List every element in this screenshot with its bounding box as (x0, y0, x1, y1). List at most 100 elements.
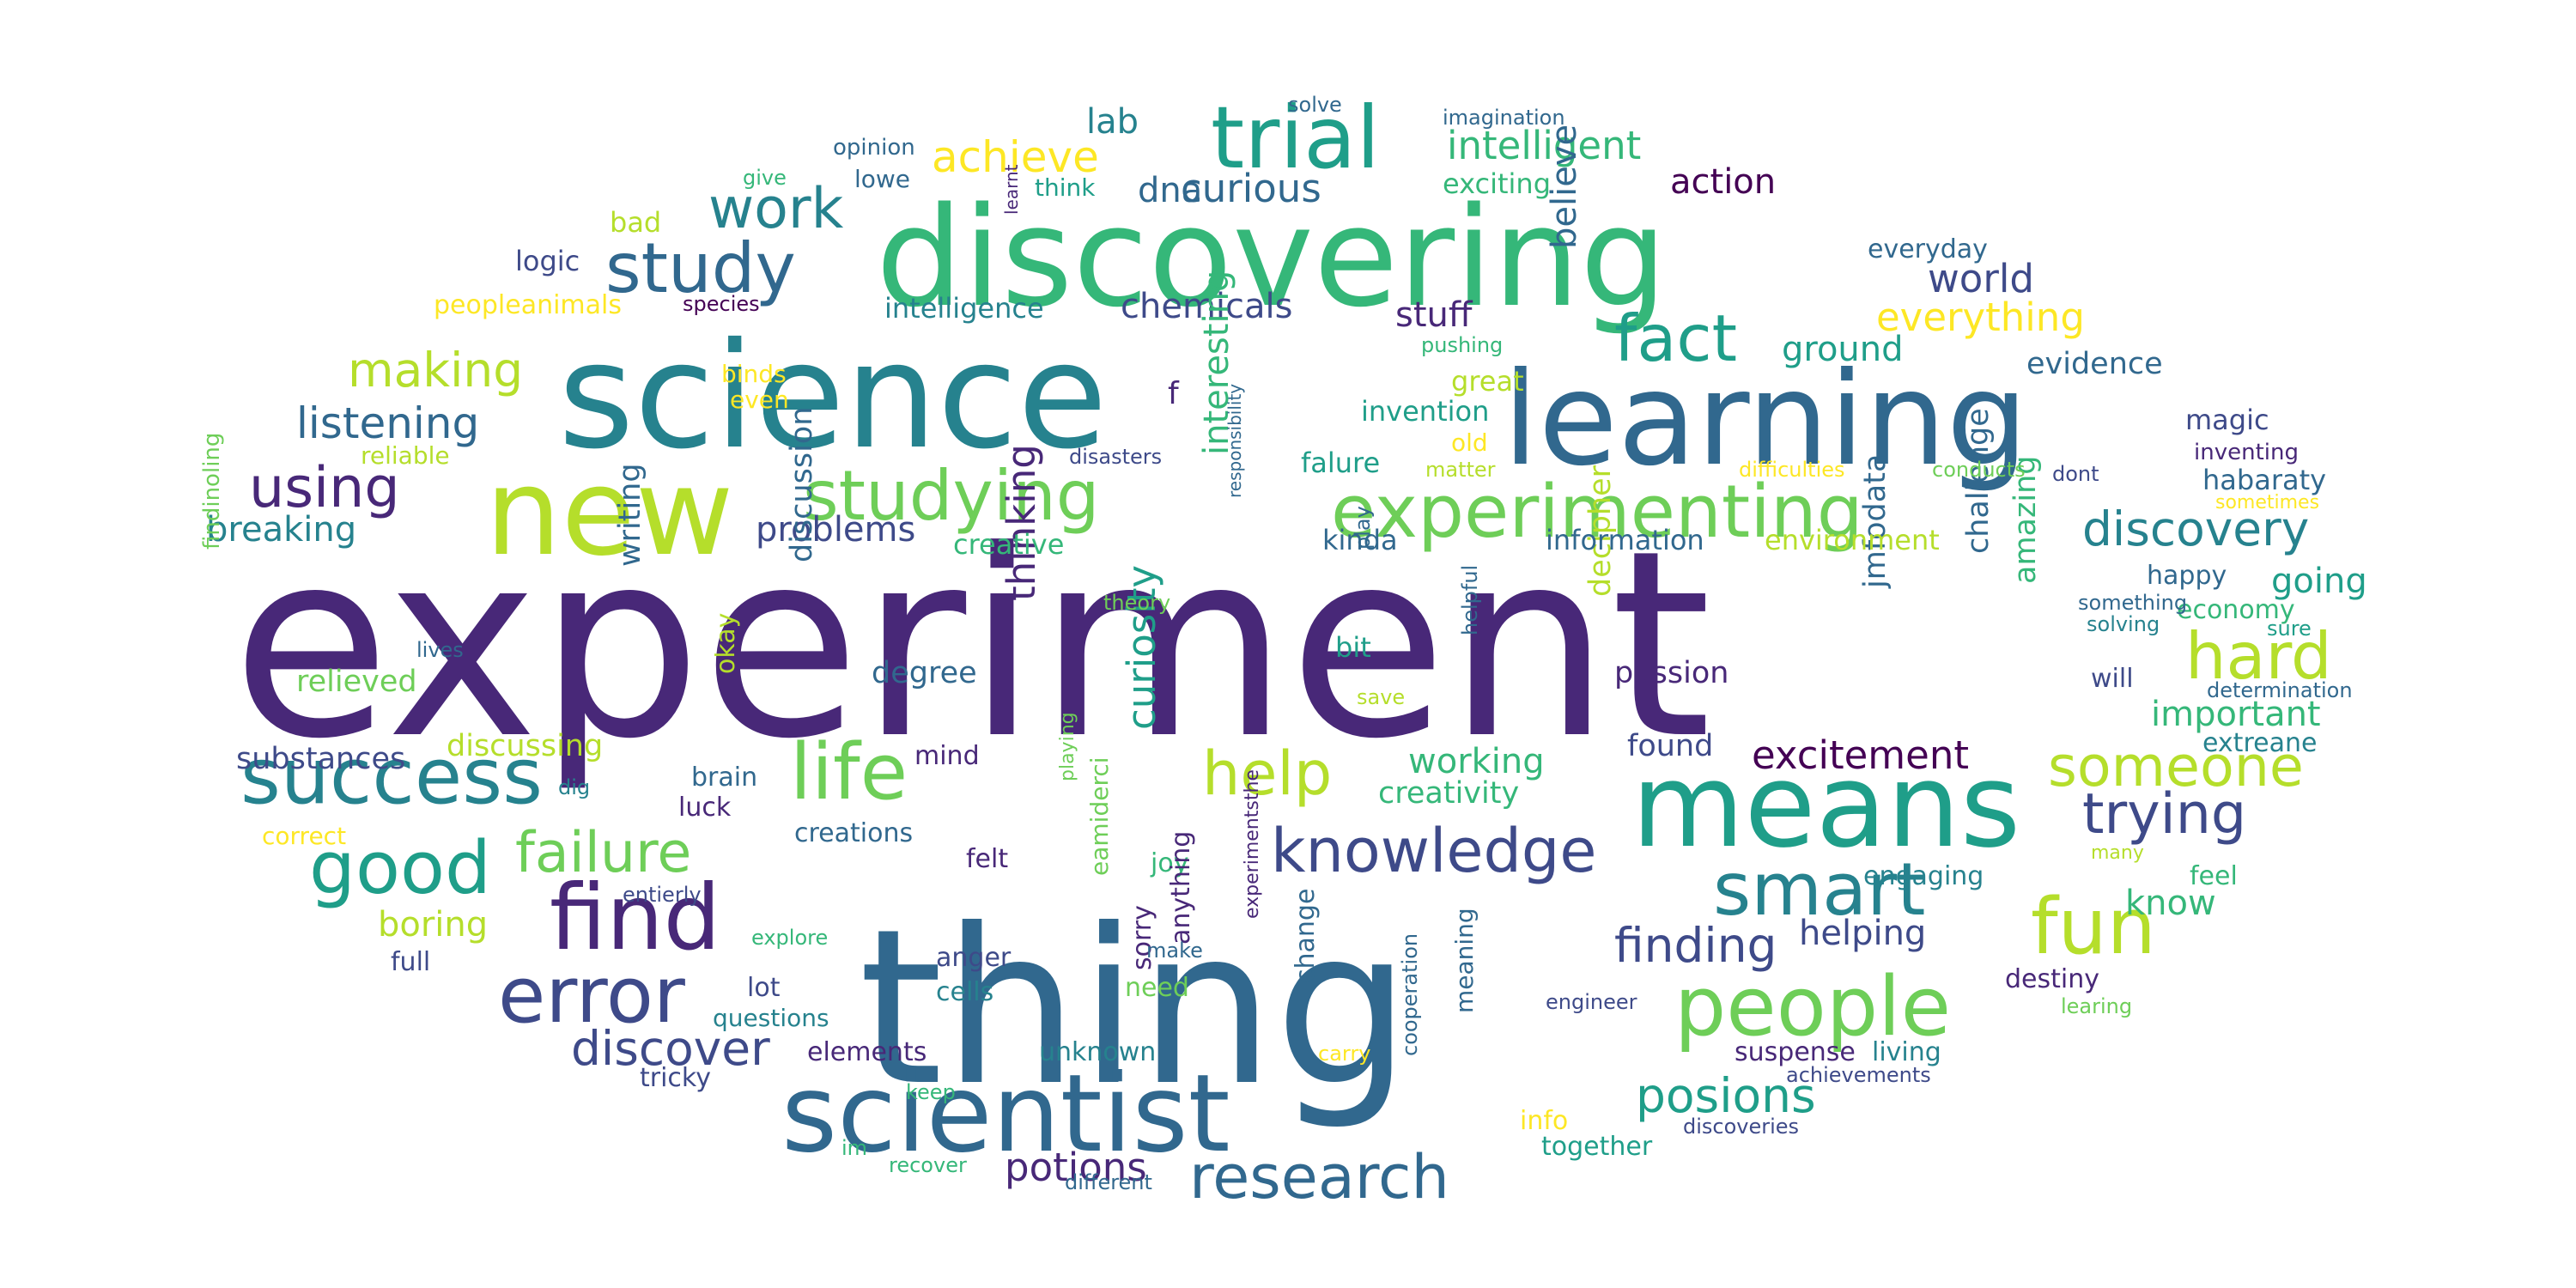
word-experimenting: experimenting (1331, 470, 1863, 555)
word-success: success (240, 732, 543, 822)
word-solve: solve (1288, 93, 1342, 117)
word-feel: feel (2190, 861, 2238, 891)
word-reliable: reliable (361, 441, 450, 470)
word-boring: boring (378, 905, 488, 945)
word-smart: smart (1713, 848, 1925, 933)
word-someone: someone (2048, 735, 2304, 799)
word-work: work (708, 177, 844, 241)
word-achievements: achievements (1786, 1063, 1931, 1087)
word-error: error (498, 951, 685, 1041)
word-creative: creative (953, 528, 1064, 561)
word-everything: everything (1876, 295, 2085, 340)
word-stuff: stuff (1395, 295, 1473, 335)
word-logic: logic (515, 245, 580, 277)
word-engineer: engineer (1546, 990, 1637, 1014)
word-believe: believe (1545, 125, 1584, 249)
word-happy: happy (2147, 561, 2227, 591)
word-people: people (1674, 960, 1951, 1054)
word-together: together (1541, 1132, 1653, 1162)
word-destiny: destiny (2005, 964, 2099, 994)
word-fun: fun (2031, 882, 2156, 972)
word-invention: invention (1361, 395, 1489, 428)
word-important: important (2151, 695, 2321, 734)
word-creativity: creativity (1378, 776, 1519, 811)
word-engaging: engaging (1863, 861, 1984, 891)
word-felt: felt (966, 844, 1008, 874)
word-keep: keep (906, 1080, 956, 1104)
word-suspense: suspense (1735, 1037, 1856, 1067)
word-extreane: extreane (2202, 728, 2317, 758)
word-disasters: disasters (1069, 445, 1162, 469)
word-help: help (1202, 738, 1332, 809)
word-intelligence: intelligence (884, 292, 1044, 325)
word-substances: substances (236, 742, 405, 776)
word-solving: solving (2087, 612, 2160, 636)
word-creations: creations (794, 818, 913, 848)
word-cooperation: cooperation (1398, 933, 1422, 1056)
word-thing: thing (859, 883, 1411, 1133)
word-different: different (1065, 1170, 1152, 1194)
word-decipher: decipher (1583, 465, 1618, 597)
word-anger: anger (936, 943, 1012, 973)
word-binds: binds (721, 360, 787, 388)
word-tricky: tricky (640, 1063, 711, 1093)
word-give: give (743, 166, 787, 190)
word-discussion: discussion (785, 407, 819, 562)
word-great: great (1451, 365, 1524, 398)
word-discovery: discovery (2082, 501, 2309, 556)
word-old: old (1451, 428, 1488, 457)
word-theory: theory (1103, 591, 1170, 615)
word-studying: studying (803, 456, 1100, 536)
word-full: full (391, 947, 430, 977)
word-sorry: sorry (1127, 905, 1157, 970)
word-save: save (1357, 685, 1405, 709)
word-information: information (1546, 524, 1704, 556)
word-think: think (1035, 173, 1096, 202)
word-sometimes: sometimes (2215, 492, 2319, 513)
word-im: im (841, 1136, 867, 1160)
word-f: f (1168, 376, 1180, 411)
word-cells: cells (936, 977, 993, 1007)
word-brain: brain (691, 762, 757, 793)
word-even: even (730, 386, 789, 414)
word-joy: joy (1150, 848, 1188, 878)
word-pushing: pushing (1421, 333, 1503, 357)
word-info: info (1520, 1106, 1568, 1136)
word-something: something (2078, 591, 2187, 615)
word-achieve: achieve (932, 132, 1099, 182)
word-determination: determination (2207, 678, 2353, 702)
word-discovering: discovering (876, 177, 1668, 337)
word-dig: dig (558, 775, 590, 799)
word-chemicals: chemicals (1121, 287, 1293, 326)
word-interesting: interesting (1197, 270, 1236, 455)
word-make: make (1146, 939, 1203, 963)
word-learning: learning (1503, 345, 2028, 495)
word-playing: playing (1057, 712, 1078, 781)
word-study: study (605, 228, 796, 308)
word-findinoling: findinoling (199, 433, 225, 550)
word-know: know (2125, 884, 2216, 923)
word-explore: explore (751, 926, 828, 950)
word-lowe: lowe (854, 165, 910, 193)
word-kinda: kinda (1322, 524, 1398, 556)
word-new: new (485, 443, 733, 583)
word-learnt: learnt (1001, 164, 1022, 215)
word-scientist: scientist (781, 1052, 1230, 1176)
word-bit: bit (1335, 631, 1371, 664)
word-using: using (249, 456, 400, 520)
word-amazing: amazing (2008, 456, 2043, 585)
word-discover: discover (571, 1021, 770, 1076)
word-recover: recover (889, 1153, 967, 1177)
word-discoveries: discoveries (1683, 1115, 1799, 1139)
word-peopleanimals: peopleanimals (434, 290, 622, 320)
word-okay: okay (711, 613, 741, 674)
word-knowledge: knowledge (1271, 816, 1596, 886)
word-trying: trying (2082, 782, 2246, 847)
word-helping: helping (1799, 914, 1926, 953)
word-need: need (1125, 973, 1189, 1003)
word-falure: falure (1301, 447, 1380, 479)
word-living: living (1872, 1037, 1941, 1067)
word-writing: writing (613, 463, 647, 567)
word-responsibility: responsibility (1224, 384, 1245, 498)
